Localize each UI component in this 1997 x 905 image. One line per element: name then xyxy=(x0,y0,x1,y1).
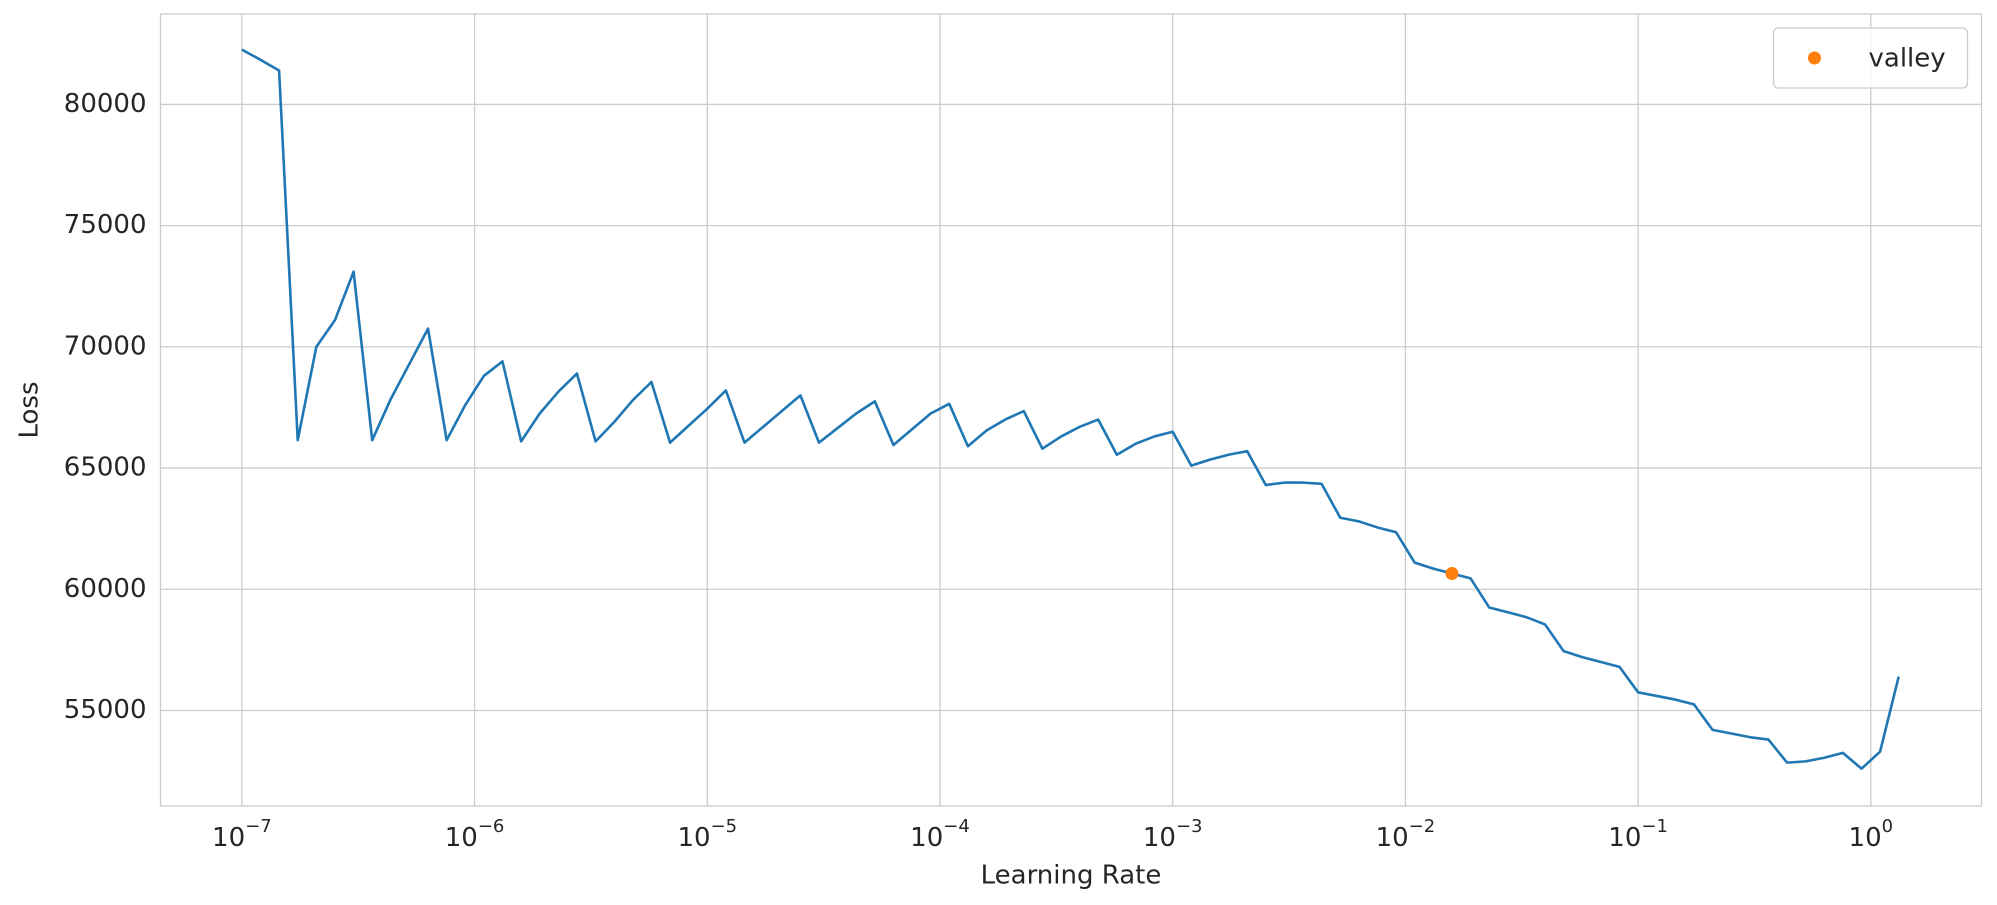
x-tick-label: 10−4 xyxy=(910,816,970,853)
valley-point xyxy=(1445,567,1459,581)
plot-area xyxy=(159,13,1983,807)
x-tick-label: 100 xyxy=(1849,816,1894,853)
x-tick-label: 10−5 xyxy=(677,816,737,853)
y-tick-label: 65000 xyxy=(64,453,147,483)
y-tick-label: 60000 xyxy=(64,574,147,604)
legend-label: valley xyxy=(1869,44,1946,74)
y-tick-label: 70000 xyxy=(64,331,147,361)
y-tick-label: 55000 xyxy=(64,695,147,725)
x-tick-label: 10−6 xyxy=(445,816,505,853)
x-axis-label: Learning Rate xyxy=(981,861,1162,891)
legend-box xyxy=(1772,27,1969,89)
x-tick-label: 10−7 xyxy=(212,816,272,853)
legend-marker xyxy=(1808,51,1821,65)
x-tick-label: 10−2 xyxy=(1376,816,1436,853)
x-tick-label: 10−3 xyxy=(1143,816,1203,853)
loss-line xyxy=(241,48,1900,770)
y-tick-label: 75000 xyxy=(64,210,147,240)
y-axis-label: Loss xyxy=(15,381,45,438)
x-tick-label: 10−1 xyxy=(1608,816,1668,853)
y-tick-label: 80000 xyxy=(64,89,147,119)
